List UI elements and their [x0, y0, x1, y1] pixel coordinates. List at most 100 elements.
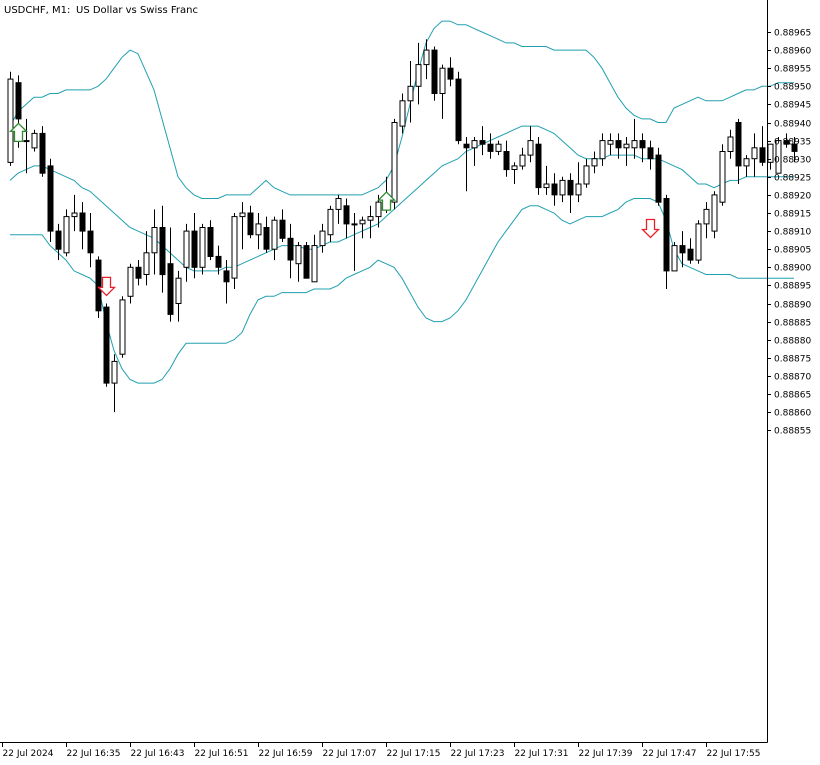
candle-body [47, 165, 54, 232]
candle [87, 213, 94, 268]
candle [327, 205, 334, 242]
candle [759, 126, 766, 166]
candle [423, 39, 430, 80]
candle-body [151, 227, 158, 254]
time-tick-label: 22 Jul 2024 [3, 749, 54, 759]
candle [167, 227, 174, 322]
candle-body [487, 143, 494, 152]
candle-body [175, 277, 182, 305]
candle-body [639, 140, 646, 149]
candle [775, 137, 782, 174]
candle-body [63, 216, 70, 254]
candle [527, 126, 534, 163]
buy-arrow-icon [8, 122, 29, 143]
candle-body [95, 259, 102, 312]
price-tick-label: 0.88860 [774, 409, 811, 419]
candle-body [319, 230, 326, 247]
candle-body [719, 151, 726, 203]
candle-body [631, 140, 638, 149]
candle [207, 220, 214, 261]
candle [591, 151, 598, 174]
candle [727, 129, 734, 159]
candle-body [495, 143, 502, 152]
candle [407, 61, 414, 123]
candle-body [431, 49, 438, 94]
candle [103, 303, 110, 387]
price-tick-label: 0.88910 [774, 228, 811, 238]
candle-body [655, 154, 662, 203]
candle [111, 354, 118, 413]
candle [511, 162, 518, 184]
candle-body [623, 143, 630, 149]
candle [135, 260, 142, 286]
candle [551, 173, 558, 206]
candle [495, 140, 502, 156]
candle-body [463, 143, 470, 149]
trade-signals [8, 122, 661, 297]
candle-body [519, 154, 526, 167]
bollinger-bands [9, 20, 794, 384]
candle-body [559, 179, 566, 196]
time-tick-label: 22 Jul 17:15 [387, 749, 441, 759]
candle [231, 213, 238, 289]
candle [663, 194, 670, 289]
candle-body [439, 67, 446, 94]
price-tick-label: 0.88885 [774, 319, 811, 329]
candle-body [687, 248, 694, 261]
candle [287, 223, 294, 279]
candle [71, 194, 78, 232]
candle [487, 133, 494, 159]
price-axis: 0.88855 0.88860 0.88865 0.88870 0.88875 0.888… [767, 0, 811, 743]
price-tick-label: 0.88870 [774, 373, 811, 383]
candle-body [471, 140, 478, 149]
candle-body [535, 143, 542, 189]
candle-body [743, 158, 750, 167]
sell-arrow-icon [96, 276, 117, 297]
price-tick-label: 0.88890 [774, 301, 811, 311]
candle-body [679, 245, 686, 254]
bollinger-middle-band [9, 125, 794, 272]
candle-body [239, 212, 246, 218]
candle-body [615, 140, 622, 149]
time-tick-label: 22 Jul 17:23 [451, 749, 505, 759]
candle [263, 216, 270, 253]
candle [743, 155, 750, 177]
candle [303, 242, 310, 279]
candle [415, 42, 422, 105]
candle-body [7, 78, 14, 163]
candle [607, 133, 614, 156]
candle-body [503, 151, 510, 171]
price-tick-label: 0.88945 [774, 101, 811, 111]
candle [751, 133, 758, 177]
price-tick-label: 0.88930 [774, 156, 811, 166]
candle-body [135, 266, 142, 279]
candle-body [671, 245, 678, 272]
candle [215, 245, 222, 275]
price-tick-label: 0.88875 [774, 355, 811, 365]
candle-body [255, 223, 262, 236]
candle [583, 158, 590, 188]
candle-body [511, 165, 518, 170]
candle [463, 137, 470, 192]
bollinger-lower-band [10, 198, 794, 384]
candle [543, 165, 550, 195]
candle-body [87, 230, 94, 254]
candle [63, 209, 70, 257]
candle-body [447, 67, 454, 80]
candle [335, 194, 342, 224]
candle [639, 133, 646, 163]
candle-body [71, 212, 78, 218]
candle-body [727, 136, 734, 152]
price-tick-label: 0.88950 [774, 83, 811, 93]
candle-body [15, 82, 22, 120]
time-tick-label: 22 Jul 17:07 [323, 749, 377, 759]
candle-body [327, 208, 334, 236]
candle [599, 133, 606, 166]
candle [719, 144, 726, 206]
candle [271, 216, 278, 261]
candle-body [695, 223, 702, 261]
candle-body [311, 245, 318, 283]
candle [55, 223, 62, 261]
